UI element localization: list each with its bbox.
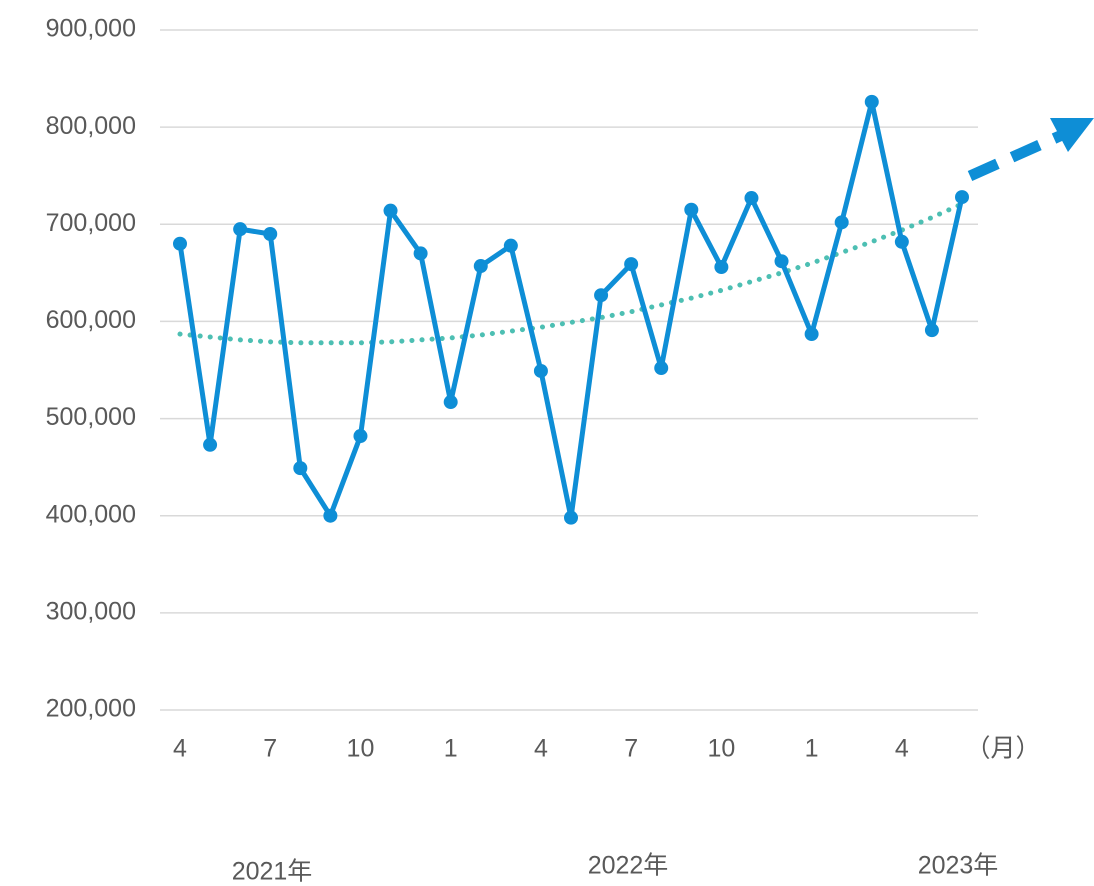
y-tick-label: 700,000 xyxy=(46,209,136,237)
x-tick-label: 10 xyxy=(707,735,735,763)
trend-arrow xyxy=(967,118,1094,182)
data-point xyxy=(834,215,849,230)
data-point xyxy=(744,191,759,206)
data-point xyxy=(774,254,789,269)
x-tick-label: 1 xyxy=(805,735,819,763)
data-point xyxy=(684,202,699,217)
series-line xyxy=(177,99,965,521)
year-label: 2022年 xyxy=(588,852,669,880)
data-point xyxy=(173,236,187,251)
data-point xyxy=(323,508,338,523)
data-point xyxy=(924,323,939,338)
data-point xyxy=(443,395,458,410)
y-tick-label: 600,000 xyxy=(46,306,136,334)
y-tick-label: 300,000 xyxy=(46,597,136,625)
data-point xyxy=(413,246,428,261)
x-tick-label: 10 xyxy=(347,735,375,763)
y-tick-label: 800,000 xyxy=(46,112,136,140)
data-point xyxy=(864,94,879,109)
data-point xyxy=(955,190,969,205)
y-tick-label: 500,000 xyxy=(46,403,136,431)
trend-line xyxy=(177,201,965,346)
data-point xyxy=(594,288,609,303)
x-tick-label: 7 xyxy=(624,735,638,763)
x-tick-label: 1 xyxy=(444,735,458,763)
y-tick-label: 400,000 xyxy=(46,500,136,528)
data-point xyxy=(624,257,639,272)
x-unit: （月） xyxy=(965,735,1040,763)
x-tick-label: 4 xyxy=(895,735,909,763)
y-tick-label: 900,000 xyxy=(46,15,136,43)
data-point xyxy=(714,260,729,275)
data-point xyxy=(473,259,488,274)
data-point xyxy=(804,327,819,342)
data-point xyxy=(894,234,909,249)
data-point xyxy=(203,437,218,452)
data-point xyxy=(383,203,398,218)
data-point xyxy=(353,429,368,444)
data-point xyxy=(503,238,518,253)
data-point xyxy=(233,222,248,237)
data-point xyxy=(293,461,308,476)
year-label: 2023年 xyxy=(918,852,999,880)
year-label: 2021年 xyxy=(232,858,313,886)
data-point xyxy=(564,510,578,525)
x-tick-label: 4 xyxy=(534,735,548,763)
data-point xyxy=(263,227,278,241)
y-tick-label: 200,000 xyxy=(46,695,136,723)
data-point xyxy=(654,361,669,376)
data-point xyxy=(533,363,548,378)
x-tick-label: 4 xyxy=(173,735,187,763)
x-tick-label: 7 xyxy=(263,735,277,763)
